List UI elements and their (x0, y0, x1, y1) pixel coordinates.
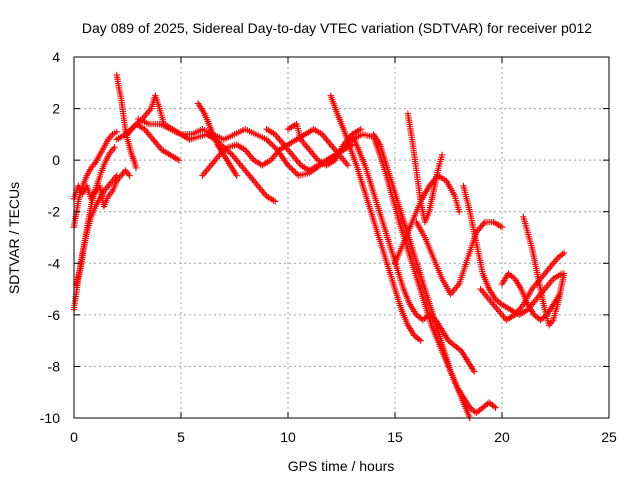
data-marks (70, 71, 568, 422)
data-point (287, 165, 295, 172)
data-point (560, 270, 568, 277)
data-point (286, 163, 293, 170)
x-tick-label: 10 (280, 429, 296, 445)
data-point (233, 172, 240, 179)
x-tick-label: 25 (601, 429, 617, 445)
y-tick-label: -2 (48, 204, 61, 220)
data-point (344, 162, 352, 169)
y-tick-label: -4 (48, 255, 61, 271)
x-tick-label: 0 (70, 429, 78, 445)
x-tick-label: 15 (387, 429, 403, 445)
data-point (284, 162, 292, 169)
data-point (498, 223, 506, 231)
data-point (357, 126, 364, 133)
data-point (470, 368, 478, 375)
x-tick-label: 5 (177, 429, 185, 445)
data-track-3 (72, 144, 118, 288)
y-tick-label: 0 (52, 152, 60, 168)
data-track-16 (404, 110, 446, 226)
data-point (289, 166, 296, 173)
data-point (269, 142, 276, 149)
y-tick-label: 2 (52, 101, 60, 117)
data-track-9 (194, 100, 240, 179)
y-tick-label: -10 (40, 410, 60, 426)
y-tick-label: 4 (52, 49, 60, 65)
data-point (417, 337, 424, 344)
data-point (560, 249, 568, 257)
y-tick-label: -6 (48, 307, 61, 323)
data-point (132, 164, 140, 172)
data-point (290, 167, 298, 175)
data-point (111, 144, 118, 151)
data-track-17 (391, 172, 463, 267)
data-track-7 (124, 120, 183, 164)
data-track-5 (113, 71, 140, 172)
data-track-6 (113, 92, 279, 205)
data-track-8 (135, 115, 474, 422)
data-point (263, 136, 270, 143)
data-point (267, 140, 275, 148)
data-point (438, 151, 446, 159)
data-point (264, 137, 272, 145)
data-track-2 (70, 128, 120, 231)
data-point (271, 143, 278, 151)
data-track-22 (520, 213, 568, 329)
data-point (292, 169, 299, 176)
data-point (456, 208, 463, 215)
chart-title: Day 089 of 2025, Sidereal Day-to-day VTE… (82, 20, 592, 36)
data-track-14 (349, 131, 478, 375)
data-point (126, 172, 133, 179)
data-track-13 (327, 92, 424, 344)
plot-frame (73, 56, 610, 419)
x-axis-label: GPS time / hours (288, 458, 395, 474)
data-point (293, 170, 301, 178)
y-tick-label: -8 (48, 358, 61, 374)
data-point (113, 128, 120, 135)
data-point (175, 156, 183, 164)
y-axis-label: SDTVAR / TECUs (6, 182, 22, 294)
data-track-19 (460, 182, 566, 319)
data-point (492, 404, 499, 411)
x-tick-label: 20 (494, 429, 510, 445)
data-track-15 (370, 131, 499, 417)
data-track-18 (413, 218, 506, 298)
data-point (271, 198, 279, 205)
data-track-12 (284, 120, 364, 169)
data-point (266, 139, 273, 146)
data-track-4 (70, 167, 133, 210)
